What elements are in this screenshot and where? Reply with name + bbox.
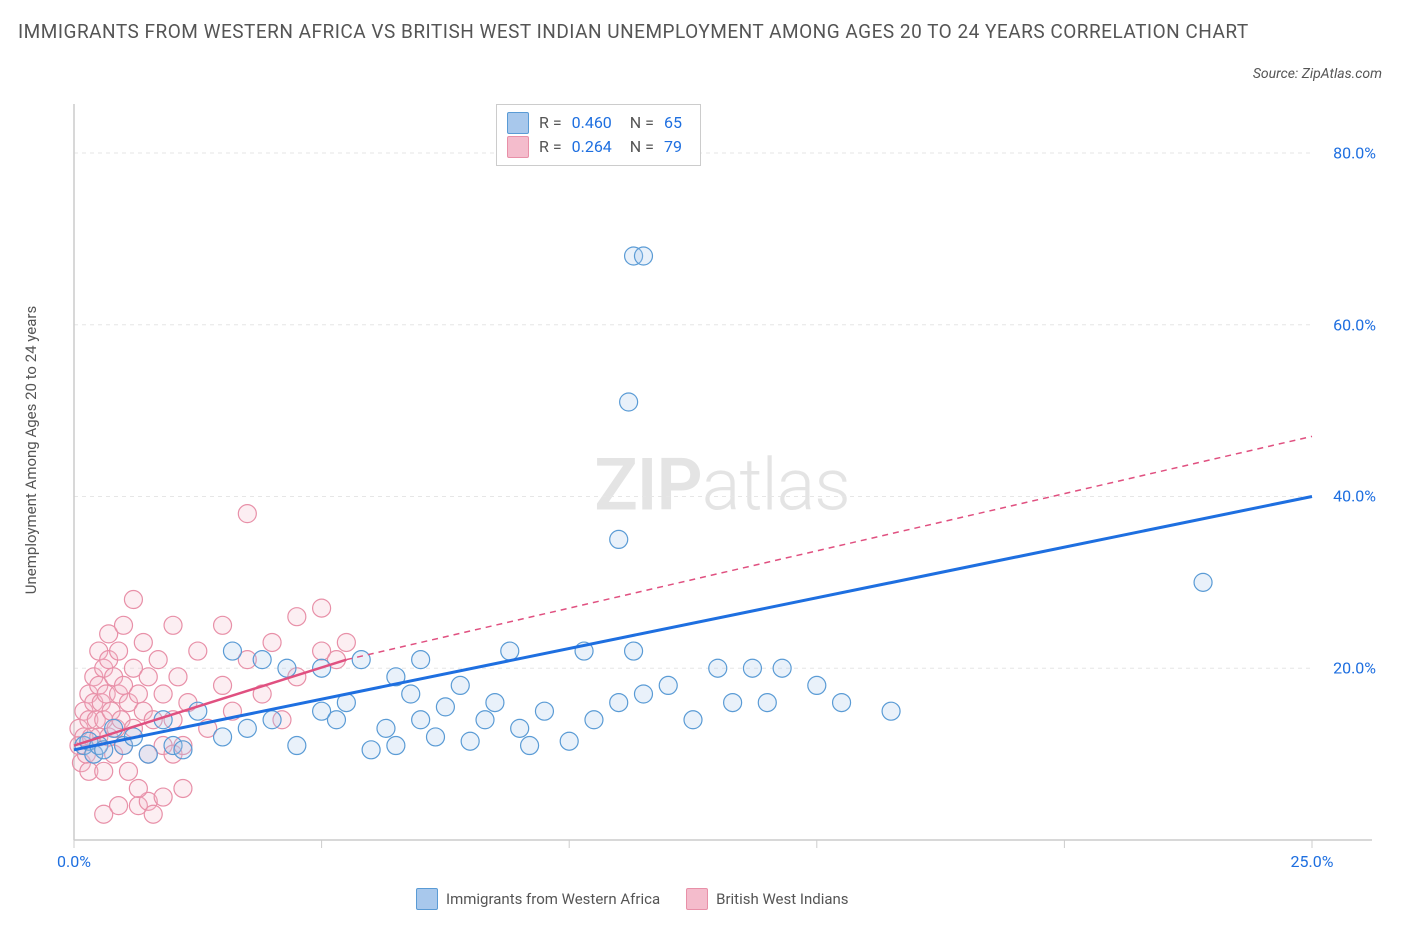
x-tick-label: 25.0% [1291, 852, 1334, 871]
stat-n-value: 65 [664, 111, 682, 135]
chart-title: IMMIGRANTS FROM WESTERN AFRICA VS BRITIS… [18, 18, 1306, 47]
stats-swatch-blue [507, 112, 529, 134]
stats-row-blue: R = 0.460 N = 65 [507, 111, 690, 135]
scatter-plot-svg [64, 100, 1380, 870]
stats-swatch-pink [507, 136, 529, 158]
stat-r-value: 0.264 [572, 135, 612, 159]
y-tick-label: 80.0% [1333, 143, 1376, 162]
legend-swatch-pink [686, 888, 708, 910]
stat-r-label: R = [539, 111, 562, 135]
legend-item-blue: Immigrants from Western Africa [416, 888, 660, 910]
stat-r-label: R = [539, 135, 562, 159]
legend-item-pink: British West Indians [686, 888, 848, 910]
bottom-legend: Immigrants from Western Africa British W… [416, 888, 849, 910]
legend-swatch-blue [416, 888, 438, 910]
stat-r-value: 0.460 [572, 111, 612, 135]
source-attribution: Source: ZipAtlas.com [1253, 66, 1382, 82]
stat-n-label: N = [630, 111, 654, 135]
y-tick-label: 60.0% [1333, 315, 1376, 334]
stat-n-label: N = [630, 135, 654, 159]
stats-row-pink: R = 0.264 N = 79 [507, 135, 690, 159]
plot-area: ZIPatlas R = 0.460N = 65R = 0.264N = 79 … [64, 100, 1380, 870]
y-tick-label: 40.0% [1333, 487, 1376, 506]
stats-legend-box: R = 0.460 N = 65 R = 0.264 N = 79 [496, 104, 701, 166]
x-tick-label: 0.0% [57, 852, 91, 871]
y-axis-label: Unemployment Among Ages 20 to 24 years [22, 306, 40, 594]
y-tick-label: 20.0% [1333, 659, 1376, 678]
stat-n-value: 79 [664, 135, 682, 159]
legend-label-blue: Immigrants from Western Africa [446, 890, 660, 908]
legend-label-pink: British West Indians [716, 890, 848, 908]
